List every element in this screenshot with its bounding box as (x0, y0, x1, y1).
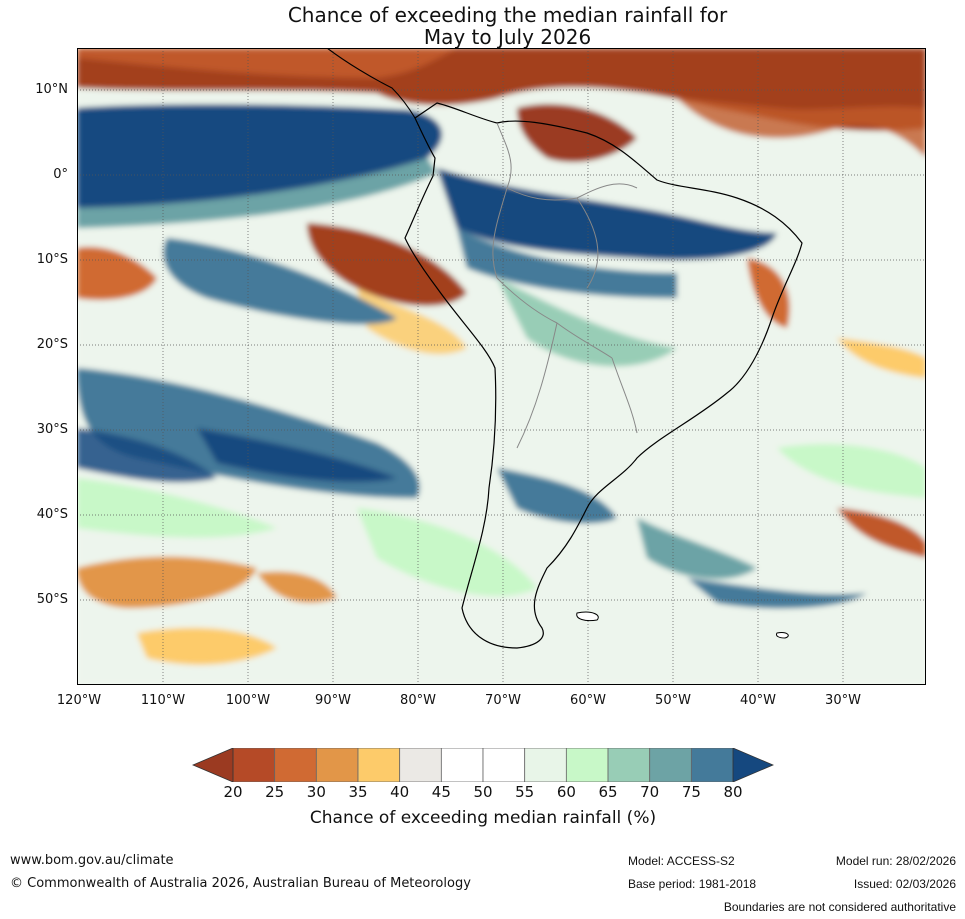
colorbar-swatch (399, 748, 442, 782)
issued-text: Issued: 02/03/2026 (853, 877, 956, 891)
colorbar-swatch (649, 748, 692, 782)
colorbar-tick-label: 25 (265, 783, 285, 801)
map-canvas (77, 48, 926, 685)
title-line-2: May to July 2026 (423, 25, 592, 49)
colorbar-swatch (565, 748, 609, 782)
colorbar-swatches (232, 748, 734, 782)
colorbar-swatch (357, 748, 401, 782)
colorbar-swatch (274, 748, 317, 782)
colorbar-left-arrow (192, 748, 234, 782)
country-boundaries (492, 122, 638, 449)
lon-label-30w: 30°W (825, 693, 861, 708)
graticule (77, 48, 926, 685)
lon-label-100w: 100°W (225, 693, 271, 708)
base-period-text: Base period: 1981-2018 (628, 877, 757, 891)
colorbar-swatch (690, 748, 734, 782)
disclaimer-text: Boundaries are not considered authoritat… (723, 900, 956, 914)
central-america-coastline (326, 48, 416, 119)
colorbar-swatch (482, 748, 526, 782)
lon-label-50w: 50°W (655, 693, 691, 708)
lat-label-30s: 30°S (36, 422, 68, 437)
model-run-text: Model run: 28/02/2026 (835, 854, 956, 868)
lon-label-90w: 90°W (315, 693, 351, 708)
title-line-1: Chance of exceeding the median rainfall … (287, 3, 728, 27)
colorbar-swatch (440, 748, 484, 782)
rainfall-map (77, 48, 926, 685)
colorbar-tick-label: 40 (390, 783, 410, 801)
colorbar-tick-label: 65 (598, 783, 618, 801)
probability-shading (77, 48, 926, 685)
colorbar-tick-label: 35 (348, 783, 368, 801)
colorbar-swatch (232, 748, 276, 782)
lon-label-40w: 40°W (740, 693, 776, 708)
islands (576, 611, 789, 639)
lon-label-110w: 110°W (140, 693, 186, 708)
colorbar-tick-label: 30 (306, 783, 326, 801)
colorbar-swatch (524, 748, 567, 782)
map-border (77, 48, 926, 685)
colorbar-label: Chance of exceeding median rainfall (%) (309, 808, 657, 828)
chart-title: Chance of exceeding the median rainfall … (0, 4, 965, 48)
lat-label-0: 0° (53, 167, 68, 182)
colorbar-tick-label: 55 (515, 783, 535, 801)
lat-label-10n: 10°N (35, 82, 68, 97)
colorbar-swatch (315, 748, 359, 782)
colorbar-tick-label: 20 (223, 783, 243, 801)
colorbar (192, 748, 774, 782)
lon-label-60w: 60°W (570, 693, 606, 708)
colorbar-tick-label: 75 (681, 783, 701, 801)
colorbar-tick-label: 80 (723, 783, 743, 801)
lat-label-50s: 50°S (36, 592, 68, 607)
lon-label-70w: 70°W (485, 693, 521, 708)
model-text: Model: ACCESS-S2 (628, 854, 735, 868)
colorbar-tick-label: 45 (431, 783, 451, 801)
lon-label-80w: 80°W (400, 693, 436, 708)
copyright-text: © Commonwealth of Australia 2026, Austra… (10, 876, 471, 891)
colorbar-right-arrow (732, 748, 774, 782)
lat-label-20s: 20°S (36, 337, 68, 352)
colorbar-tick-label: 50 (473, 783, 493, 801)
colorbar-swatch (607, 748, 651, 782)
colorbar-tick-label: 60 (556, 783, 576, 801)
website-link[interactable]: www.bom.gov.au/climate (10, 853, 174, 868)
lon-label-120w: 120°W (56, 693, 102, 708)
colorbar-tick-label: 70 (640, 783, 660, 801)
south-america-coastline (404, 102, 803, 649)
lat-label-40s: 40°S (36, 507, 68, 522)
lat-label-10s: 10°S (36, 252, 68, 267)
